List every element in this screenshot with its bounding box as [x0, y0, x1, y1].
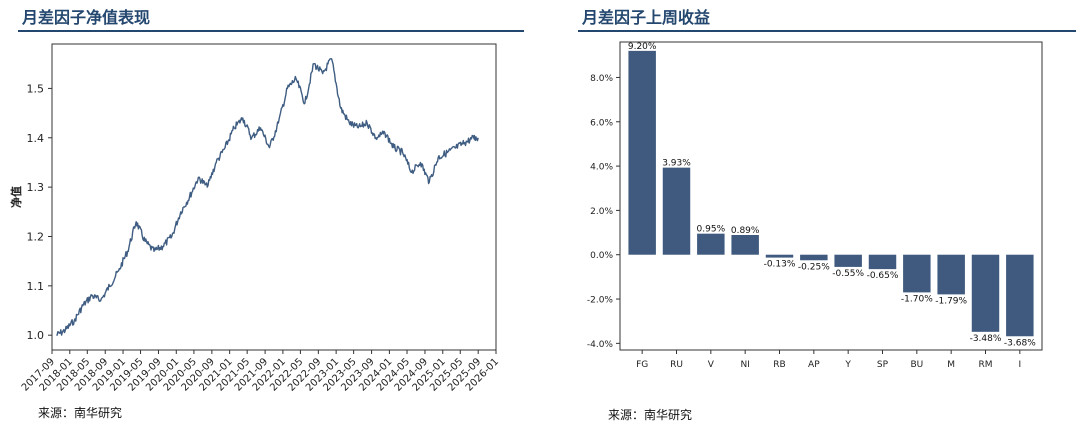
y-tick-label: 1.2 — [27, 230, 45, 243]
source-note: 来源：南华研究 — [608, 408, 693, 422]
net-value-series-line — [56, 58, 479, 336]
y-tick-label: -2.0% — [587, 296, 614, 306]
bar-RU — [662, 167, 691, 255]
bar-value-label: 9.20% — [628, 42, 657, 52]
net-value-title: 月差因子净值表现 — [22, 8, 151, 27]
bar-BU — [903, 254, 931, 293]
net-value-line-chart: 1.01.11.21.31.41.52017-092018-012018-052… — [9, 43, 501, 394]
bar-RB — [765, 254, 794, 258]
x-tick-label: Y — [844, 360, 851, 370]
y-axis-label: 净值 — [9, 186, 23, 208]
y-tick-label: 1.1 — [27, 280, 45, 293]
x-tick-label: NI — [740, 360, 749, 370]
weekly-return-title: 月差因子上周收益 — [582, 8, 711, 27]
y-tick-label: 6.0% — [590, 118, 613, 128]
x-tick-label: BU — [910, 360, 923, 370]
weekly-return-bar-chart: -4.0% -2.0% 0.0% 2.0% 4.0% 6.0% 8.0% FG 9.20% RU 3… — [587, 41, 1043, 370]
net-value-panel: 月差因子净值表现 1.0 1.1 1.2 1.3 1.4 1.5 2017-09 2018-0… — [0, 0, 524, 424]
y-tick-label: 1.5 — [27, 82, 45, 95]
x-tick-label: RB — [773, 360, 785, 370]
bar-SP — [868, 254, 897, 270]
x-tick-label: RM — [978, 360, 992, 370]
y-tick-label: 1.0 — [27, 329, 45, 342]
plot-frame — [619, 41, 1043, 351]
x-tick-label: I — [1019, 360, 1022, 370]
bar-AP — [800, 254, 828, 261]
bar-FG — [628, 50, 656, 255]
bar-I — [1006, 254, 1034, 337]
y-tick-label: 1.3 — [27, 181, 45, 194]
title-rule — [18, 30, 524, 32]
bar-value-label: -1.70% — [901, 294, 933, 304]
bar-RM — [971, 254, 1000, 332]
x-tick-label: AP — [808, 360, 820, 370]
y-tick-label: -4.0% — [587, 340, 614, 350]
bar-value-label: -0.25% — [798, 262, 830, 272]
bar-value-label: 0.95% — [697, 225, 726, 235]
title-rule — [578, 30, 1076, 32]
bar-value-label: 0.89% — [731, 226, 760, 236]
x-tick-label: V — [708, 360, 715, 370]
bar-value-label: -0.65% — [867, 271, 899, 281]
bar-NI — [731, 234, 759, 255]
y-tick-label: 4.0% — [590, 163, 613, 173]
bar-value-label: 3.93% — [662, 159, 691, 169]
y-tick-label: 1.4 — [27, 132, 45, 145]
bar-V — [697, 233, 725, 255]
x-tick-label: FG — [636, 360, 648, 370]
x-tick-label: RU — [670, 360, 683, 370]
x-tick-label: SP — [877, 360, 889, 370]
weekly-return-panel: 月差因子上周收益 -4.0% -2.0% 0.0% 2.0% 4.0% 6.0% 8.0% F… — [560, 0, 1080, 424]
bar-Y — [834, 254, 862, 267]
y-tick-label: 0.0% — [590, 251, 613, 261]
bar-value-label: -0.13% — [764, 260, 796, 270]
source-note: 来源：南华研究 — [38, 406, 123, 420]
y-tick-label: 2.0% — [590, 207, 613, 217]
bar-value-label: -3.68% — [1004, 338, 1036, 348]
y-tick-label: 8.0% — [590, 74, 613, 84]
bar-value-label: -0.55% — [832, 269, 864, 279]
x-tick-label: M — [947, 360, 955, 370]
bar-value-label: -1.79% — [935, 296, 967, 306]
bar-value-label: -3.48% — [970, 334, 1002, 344]
bar-M — [937, 254, 965, 295]
plot-frame — [51, 43, 497, 351]
